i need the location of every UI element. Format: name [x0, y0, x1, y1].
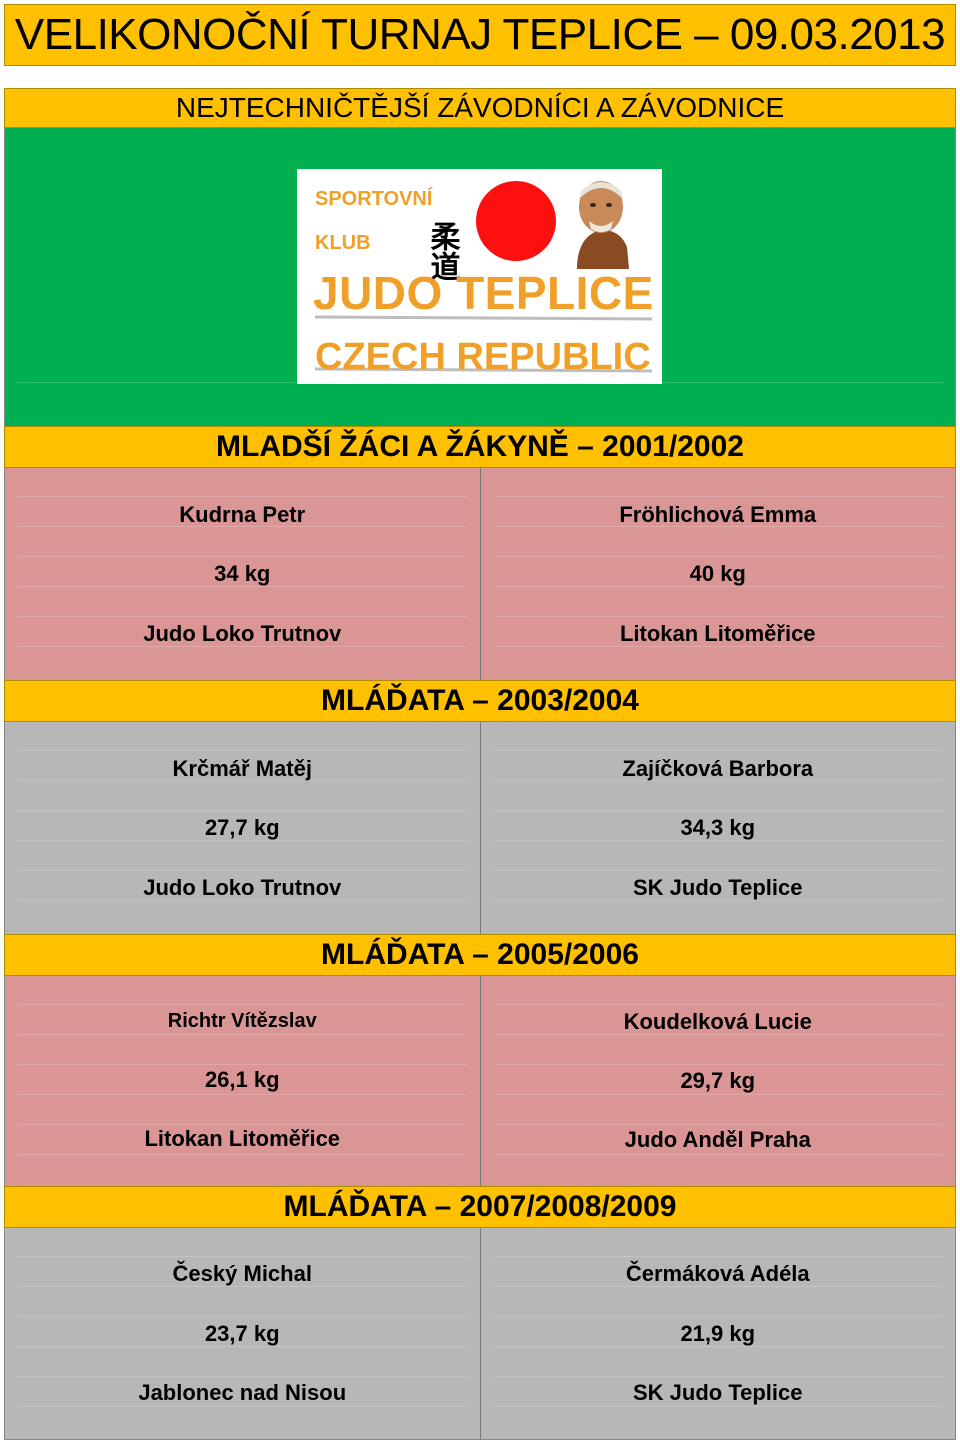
category-header: MLÁĎATA – 2007/2008/2009	[4, 1186, 956, 1228]
category-header: MLADŠÍ ŽÁCI A ŽÁKYNĚ – 2001/2002	[4, 426, 956, 468]
category-results: Český Michal 23,7 kg Jablonec nad Nisou …	[4, 1228, 956, 1440]
competitor-name: Fröhlichová Emma	[619, 501, 817, 527]
girl-winner: Čermáková Adéla 21,9 kg SK Judo Teplice	[479, 1228, 956, 1439]
competitor-weight: 34 kg	[214, 561, 271, 586]
boy-winner: Kudrna Petr 34 kg Judo Loko Trutnov	[5, 468, 480, 680]
competitor-club: Litokan Litoměřice	[619, 620, 816, 646]
category-header: MLÁĎATA – 2005/2006	[4, 934, 956, 976]
girl-winner: Fröhlichová Emma 40 kg Litokan Litoměřic…	[479, 468, 956, 680]
page-subtitle: NEJTECHNIČTĚJŠÍ ZÁVODNÍCI A ZÁVODNICE	[4, 88, 956, 128]
judo-kanji: 柔道	[425, 221, 461, 282]
competitor-weight: 40 kg	[689, 561, 746, 586]
girl-winner: Zajíčková Barbora 34,3 kg SK Judo Teplic…	[479, 722, 956, 934]
competitor-name: Český Michal	[172, 1261, 312, 1287]
competitor-club: SK Judo Teplice	[632, 874, 803, 900]
competitor-name: Richtr Vítězslav	[167, 1009, 317, 1032]
boy-winner: Krčmář Matěj 27,7 kg Judo Loko Trutnov	[5, 722, 480, 934]
logo-text-sportovni: SPORTOVNÍ	[315, 187, 433, 210]
page-title: VELIKONOČNÍ TURNAJ TEPLICE – 09.03.2013	[4, 4, 956, 66]
jigoro-kano-portrait-icon	[577, 181, 629, 269]
competitor-club: Judo Anděl Praha	[624, 1127, 811, 1152]
competitor-weight: 21,9 kg	[680, 1320, 756, 1346]
category-header: MLÁĎATA – 2003/2004	[4, 680, 956, 722]
competitor-weight: 27,7 kg	[204, 815, 280, 840]
competitor-weight: 34,3 kg	[680, 815, 756, 840]
category-results: Richtr Vítězslav 26,1 kg Litokan Litoměř…	[4, 976, 956, 1186]
competitor-name: Čermáková Adéla	[625, 1261, 810, 1287]
competitor-weight: 29,7 kg	[680, 1068, 756, 1093]
category-results: Kudrna Petr 34 kg Judo Loko Trutnov Fröh…	[4, 468, 956, 680]
competitor-name: Krčmář Matěj	[172, 755, 312, 781]
competitor-name: Zajíčková Barbora	[622, 755, 814, 781]
competitor-club: Judo Loko Trutnov	[143, 874, 342, 900]
logo-text-judo-teplice: JUDO TEPLICE	[313, 267, 654, 319]
competitor-club: Jablonec nad Nisou	[138, 1379, 347, 1405]
competitor-club: Judo Loko Trutnov	[143, 620, 342, 646]
rising-sun-icon	[476, 181, 556, 261]
competitor-name: Koudelková Lucie	[623, 1009, 812, 1034]
club-logo-graphic: SPORTOVNÍ KLUB 柔道 JUDO TEPLICE CZECH REP…	[313, 181, 654, 378]
competitor-weight: 23,7 kg	[204, 1320, 280, 1346]
competitor-name: Kudrna Petr	[179, 501, 306, 527]
logo-text-czech-republic: CZECH REPUBLIC	[315, 336, 651, 378]
girl-winner: Koudelková Lucie 29,7 kg Judo Anděl Prah…	[479, 976, 956, 1186]
competitor-club: Litokan Litoměřice	[144, 1126, 341, 1152]
competitor-weight: 26,1 kg	[204, 1066, 280, 1092]
boy-winner: Český Michal 23,7 kg Jablonec nad Nisou	[5, 1228, 480, 1439]
competitor-club: SK Judo Teplice	[632, 1379, 803, 1405]
boy-winner: Richtr Vítězslav 26,1 kg Litokan Litoměř…	[5, 976, 480, 1186]
logo-text-klub: KLUB	[315, 232, 371, 254]
club-logo: SPORTOVNÍ KLUB 柔道 JUDO TEPLICE CZECH REP…	[297, 169, 662, 384]
category-results: Krčmář Matěj 27,7 kg Judo Loko Trutnov Z…	[4, 722, 956, 934]
